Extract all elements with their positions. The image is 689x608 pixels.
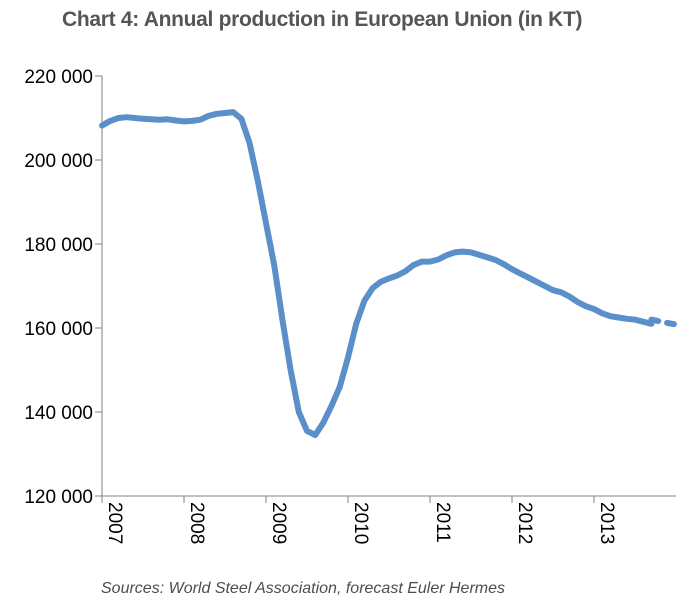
chart-ticks: 120 000 140 000 160 000 180 000 200 000 220 0… xyxy=(24,67,617,544)
x-tick-label: 2012 xyxy=(514,502,535,544)
y-tick-label: 160 000 xyxy=(24,319,93,340)
x-tick-label: 2013 xyxy=(596,502,617,544)
production-series-line xyxy=(99,109,655,439)
x-tick-label: 2011 xyxy=(432,502,453,543)
chart-axes xyxy=(101,76,676,497)
chart-series xyxy=(99,109,679,439)
y-tick-label: 120 000 xyxy=(24,487,93,508)
x-tick-label: 2007 xyxy=(104,502,125,544)
x-tick-label: 2008 xyxy=(186,502,207,544)
y-tick-label: 220 000 xyxy=(24,67,93,88)
forecast-series-line xyxy=(648,316,679,328)
x-tick-label: 2010 xyxy=(350,502,371,544)
y-tick-label: 180 000 xyxy=(24,235,93,256)
y-tick-label: 140 000 xyxy=(24,403,93,424)
chart-title: Chart 4: Annual production in European U… xyxy=(62,8,583,31)
chart-source-note: Sources: World Steel Association, foreca… xyxy=(101,580,506,597)
x-tick-label: 2009 xyxy=(268,502,289,544)
y-tick-label: 200 000 xyxy=(24,151,93,172)
